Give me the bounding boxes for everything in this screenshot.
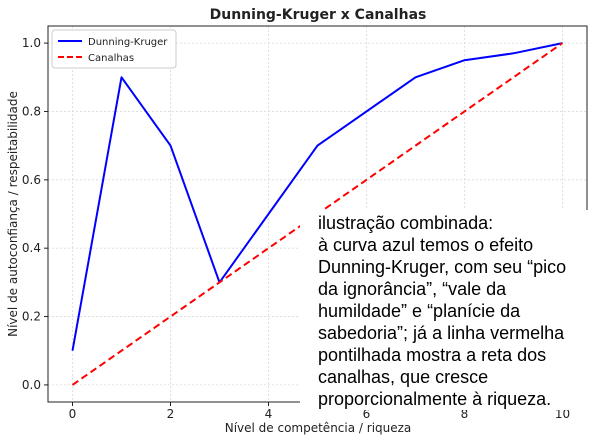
y-tick-label: 0.2 xyxy=(22,310,41,324)
x-tick-label: 8 xyxy=(461,407,469,421)
x-tick-label: 10 xyxy=(555,407,570,421)
x-axis-label: Nível de competência / riqueza xyxy=(225,421,412,435)
y-tick-label: 1.0 xyxy=(22,36,41,50)
annotation-text: ilustração combinada: à curva azul temos… xyxy=(300,210,592,410)
x-tick-label: 0 xyxy=(69,407,77,421)
legend-label: Dunning-Kruger xyxy=(88,37,168,48)
legend: Dunning-Kruger Canalhas xyxy=(51,29,177,69)
series-line-dunning-kruger xyxy=(71,42,563,351)
x-tick-label: 4 xyxy=(265,407,273,421)
y-tick-label: 0.6 xyxy=(22,173,41,187)
y-tick-label: 0.8 xyxy=(22,104,41,118)
x-tick-label: 6 xyxy=(363,407,371,421)
y-tick-label: 0.4 xyxy=(22,241,41,255)
legend-box xyxy=(51,29,177,69)
legend-label: Canalhas xyxy=(88,53,134,64)
chart-title: Dunning-Kruger x Canalhas xyxy=(210,7,427,23)
y-axis-label: Nível de autoconfiança / respeitabilidad… xyxy=(6,91,20,337)
x-tick-label: 2 xyxy=(167,407,175,421)
y-tick-label: 0.0 xyxy=(22,378,41,392)
